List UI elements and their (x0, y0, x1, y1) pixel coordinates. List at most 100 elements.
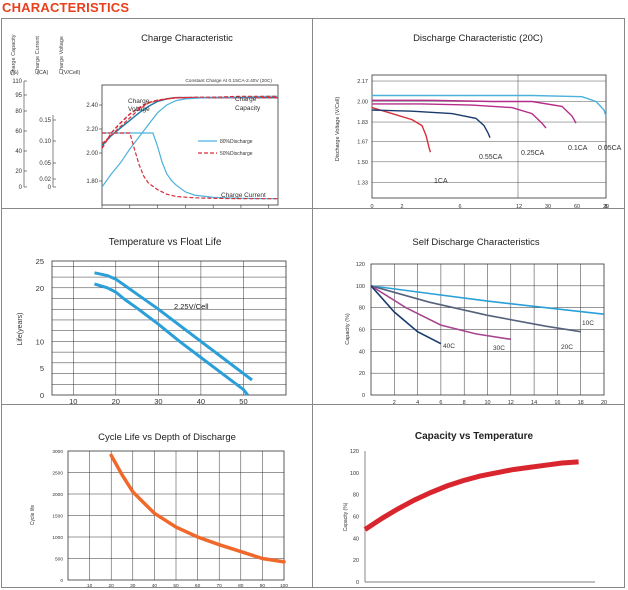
current-tick-label: 0.15 (39, 118, 51, 124)
x-tick-label-min: 2 (400, 204, 403, 208)
curve-label: 10C (582, 320, 594, 327)
series-line-1CA (371, 106, 432, 153)
x-tick-label: 14 (531, 400, 537, 404)
voltage-curve-label: Charge (128, 98, 150, 105)
x-tick-label-min: 30 (545, 204, 551, 208)
y-tick-label: 2000 (52, 492, 63, 498)
series-line-upper (94, 271, 253, 382)
x-tick-label: 10 (87, 583, 93, 587)
axis-title: Charge Current (35, 36, 41, 74)
current-tick-label: 0.02 (39, 177, 51, 183)
y-axis-label: Capacity (%) (343, 502, 349, 531)
series-line-30C (370, 285, 511, 341)
y-tick-label: 1000 (52, 535, 63, 541)
series-line-0.1CA (372, 99, 577, 124)
x-tick-label-min: 0 (370, 204, 373, 208)
y-tick-label: 500 (55, 557, 63, 563)
y-axis-label: Life(years) (17, 312, 24, 345)
voltage-tick-label: 1.80 (86, 179, 98, 185)
plot-frame (51, 260, 287, 396)
y-tick-label: 10 (36, 337, 44, 346)
voltage-tick-label: 2.20 (86, 127, 98, 133)
captemp-panel: Capacity vs Temperature120100806040200-2… (313, 405, 624, 587)
y-tick-label: 60 (359, 328, 365, 334)
curve-label: 1CA (434, 178, 448, 185)
capacity-tick-label: 110 (12, 79, 22, 85)
y-tick-label: 60 (353, 515, 359, 521)
y-tick-label: 20 (353, 558, 359, 564)
curve-label: 40C (443, 343, 455, 350)
y-tick-label: 0 (60, 578, 63, 584)
x-tick-label: 16 (554, 400, 560, 404)
x-tick-label: 2 (393, 400, 396, 404)
x-tick-label: 80 (238, 583, 244, 587)
legend-label-80: 80%Discharge (220, 139, 253, 145)
x-tick-label-min: 12 (516, 204, 522, 208)
series-line-10C (370, 285, 605, 315)
float-panel: Temperature vs Float Life 25 20 10 5 0 10 20 30 4… (2, 209, 313, 405)
axis-unit: (%) (10, 70, 19, 76)
x-tick-label: 4 (416, 400, 419, 404)
x-tick-label: 6 (439, 400, 442, 404)
axis-title: Charge Voltage (59, 36, 65, 74)
charge-note: Constant Charge At 0.15CA-2.40V (20C) (185, 78, 272, 84)
x-tick-label-hour: 20 (603, 204, 609, 208)
axis-unit: (V/Cell) (62, 70, 81, 76)
characteristics-grid: Charge Characteristic Charge Capacity Char… (1, 18, 625, 588)
y-tick-label: 25 (36, 257, 44, 266)
y-tick-label: 1500 (52, 514, 63, 520)
current-tick-label: 0.05 (39, 161, 51, 167)
voltage-tick-label: 2.40 (86, 103, 98, 109)
x-tick-label: 8 (463, 400, 466, 404)
axis-title: Charge Capacity (11, 34, 17, 75)
cycle-panel: Cycle Life vs Depth of Discharge 3000 2500… (2, 405, 313, 587)
voltage-curve-label-2: Voltage (128, 106, 150, 113)
x-tick-label: 18 (578, 400, 584, 404)
x-tick-label: 50 (173, 583, 179, 587)
series-line-capacity (101, 95, 278, 145)
y-tick-label: 100 (356, 284, 365, 290)
series-line-0.25CA (372, 103, 547, 129)
x-tick-label: 100 (280, 583, 288, 587)
charge-chart: Charge Characteristic Charge Capacity Char… (10, 33, 279, 208)
voltage-tick-label: 2.00 (86, 151, 98, 157)
x-tick-label: 30 (154, 397, 162, 404)
capacity-curve-label-2: Capacity (235, 105, 261, 112)
y-tick-label: 0 (40, 391, 44, 400)
y-axis-label: Cycle life (30, 505, 36, 526)
y-tick-label: 1.67 (357, 139, 368, 145)
y-tick-label: 1.50 (357, 160, 368, 166)
y-tick-label: 2500 (52, 471, 63, 477)
capacity-tick-label: 60 (15, 129, 22, 135)
series-line-voltage (101, 96, 278, 149)
chart-title: Temperature vs Float Life (109, 237, 222, 248)
y-axis-label: Capacity (%) (345, 313, 351, 345)
capacity-temperature-chart: Capacity vs Temperature120100806040200-2… (343, 431, 595, 586)
x-tick-label: 70 (217, 583, 223, 587)
series-line-40C (370, 285, 442, 345)
x-tick-label: 20 (109, 583, 115, 587)
x-tick-label: 50 (239, 397, 247, 404)
capacity-tick-label: 20 (15, 169, 22, 175)
current-tick-label: 0.10 (39, 139, 51, 145)
charge-panel: Charge Characteristic Charge Capacity Char… (2, 19, 313, 209)
page-heading: CHARACTERISTICS (2, 0, 130, 15)
x-tick-label: 10 (484, 400, 490, 404)
axis-unit: (CA) (37, 70, 48, 76)
x-tick-label: 30 (130, 583, 136, 587)
y-tick-label: 120 (356, 262, 365, 268)
curve-label: 0.05CA (598, 145, 622, 152)
y-tick-label: 2.17 (357, 79, 368, 85)
x-tick-label: 12 (508, 400, 514, 404)
y-tick-label: 1.83 (357, 120, 368, 126)
series-line-capacity (101, 95, 278, 188)
x-tick-label-min: 6 (458, 204, 461, 208)
x-tick-label: 60 (195, 583, 201, 587)
y-tick-label: 80 (359, 306, 365, 312)
current-curve-label: Charge Current (221, 192, 266, 199)
capacity-tick-label: 95 (15, 93, 22, 99)
y-tick-label: 2.00 (357, 100, 368, 106)
x-tick-label: 40 (152, 583, 158, 587)
curve-label: 30C (493, 345, 505, 352)
